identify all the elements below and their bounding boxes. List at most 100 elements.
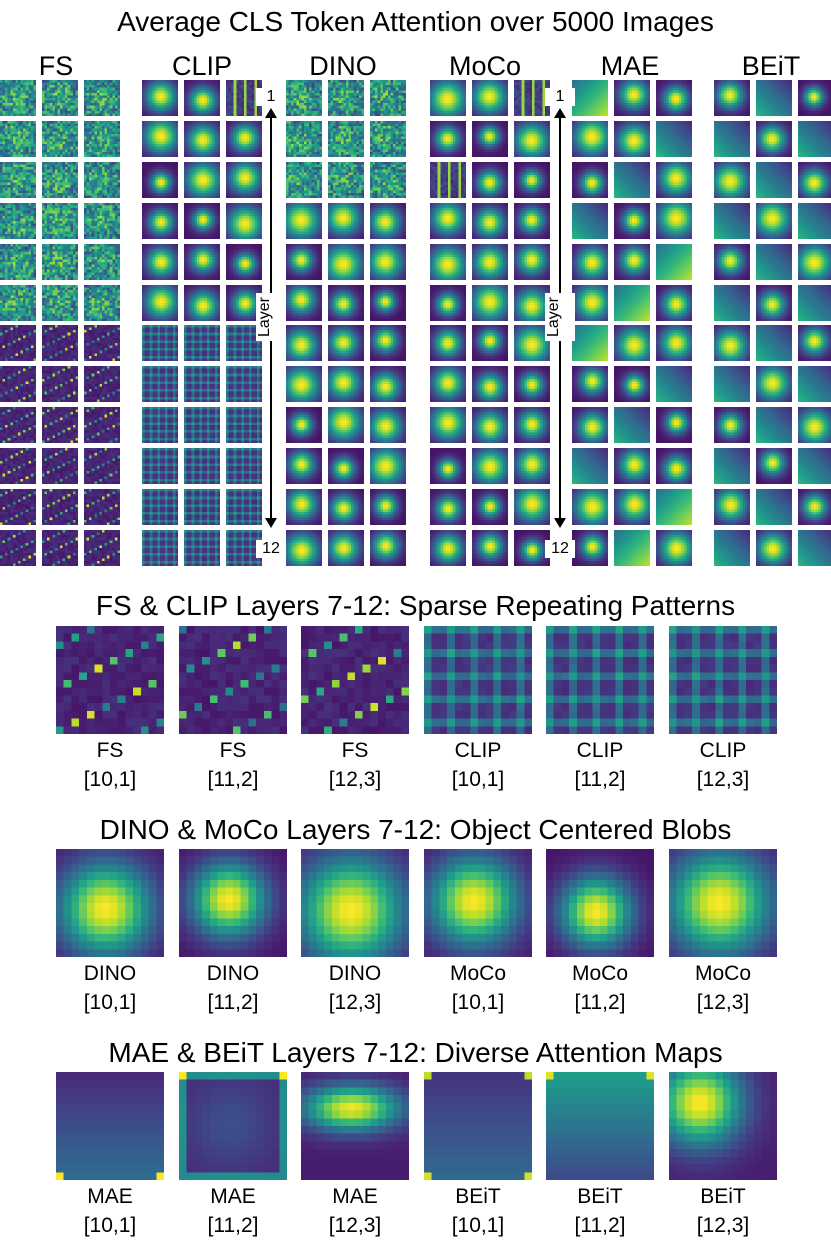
attention-map-thumb bbox=[656, 80, 692, 116]
attention-map-panel bbox=[179, 626, 287, 734]
attention-map-thumb bbox=[798, 325, 831, 362]
attention-map-thumb bbox=[42, 407, 78, 444]
panel-position-caption: [11,2] bbox=[173, 1211, 293, 1240]
attention-map-thumb bbox=[328, 407, 364, 444]
attention-map-thumb bbox=[656, 243, 692, 280]
layer-axis-end: 12 bbox=[256, 540, 286, 558]
attention-map-thumb bbox=[514, 325, 550, 362]
panel-model-caption: MAE bbox=[50, 1182, 170, 1211]
attention-map-thumb bbox=[572, 120, 608, 157]
layer-axis-label: Layer bbox=[545, 293, 575, 342]
attention-map-thumb bbox=[714, 120, 750, 157]
attention-map-thumb bbox=[714, 161, 750, 198]
attention-map-thumb bbox=[756, 80, 792, 116]
attention-map-thumb bbox=[572, 489, 608, 525]
attention-map-thumb bbox=[84, 366, 120, 403]
attention-map-thumb bbox=[614, 161, 650, 198]
attention-map-thumb bbox=[714, 325, 750, 362]
attention-map-panel bbox=[56, 626, 164, 734]
panel-model-caption: DINO bbox=[50, 959, 170, 988]
attention-map-panel bbox=[56, 1072, 164, 1180]
attention-map-thumb bbox=[226, 161, 262, 198]
attention-map-thumb bbox=[328, 325, 364, 362]
panel-position-caption: [11,2] bbox=[173, 988, 293, 1017]
attention-map-thumb bbox=[714, 407, 750, 444]
attention-map-panel bbox=[301, 626, 409, 734]
layer-axis-end: 12 bbox=[545, 540, 575, 558]
attention-map-thumb bbox=[656, 284, 692, 321]
panel-model-caption: DINO bbox=[295, 959, 415, 988]
attention-map-thumb bbox=[286, 489, 322, 525]
attention-map-thumb bbox=[514, 407, 550, 444]
attention-map-thumb bbox=[756, 407, 792, 444]
attention-map-thumb bbox=[0, 366, 36, 403]
panel-position-caption: [12,3] bbox=[663, 765, 783, 794]
attention-map-panel bbox=[424, 849, 532, 957]
attention-map-thumb bbox=[798, 489, 831, 525]
attention-map-thumb bbox=[184, 325, 220, 362]
attention-map-thumb bbox=[226, 202, 262, 239]
panel-model-caption: FS bbox=[295, 736, 415, 765]
attention-map-thumb bbox=[184, 489, 220, 525]
attention-map-thumb bbox=[0, 284, 36, 321]
attention-map-thumb bbox=[84, 80, 120, 116]
section-title: MAE & BEiT Layers 7-12: Diverse Attentio… bbox=[0, 1037, 831, 1069]
attention-map-thumb bbox=[472, 407, 508, 444]
panel-model-caption: BEiT bbox=[663, 1182, 783, 1211]
attention-map-thumb bbox=[798, 366, 831, 403]
attention-map-thumb bbox=[370, 529, 406, 566]
attention-map-thumb bbox=[798, 448, 831, 485]
panel-model-caption: FS bbox=[173, 736, 293, 765]
attention-map-thumb bbox=[714, 529, 750, 566]
attention-map-thumb bbox=[472, 489, 508, 525]
attention-map-thumb bbox=[472, 529, 508, 566]
panel-row: FS [10,1] FS [11,2] FS [12,3] CLIP [10,1] CLIP [1… bbox=[0, 626, 831, 796]
attention-map-thumb bbox=[0, 80, 36, 116]
attention-map-thumb bbox=[756, 448, 792, 485]
layer-axis-left: 1 Layer 12 bbox=[256, 88, 286, 558]
attention-map-thumb bbox=[370, 80, 406, 116]
attention-map-thumb bbox=[430, 243, 466, 280]
attention-map-thumb bbox=[370, 243, 406, 280]
attention-map-thumb bbox=[142, 80, 178, 116]
attention-map-thumb bbox=[614, 80, 650, 116]
attention-map-thumb bbox=[656, 489, 692, 525]
attention-map-thumb bbox=[286, 407, 322, 444]
attention-map-thumb bbox=[614, 448, 650, 485]
attention-map-thumb bbox=[328, 366, 364, 403]
attention-map-thumb bbox=[84, 407, 120, 444]
panel-model-caption: CLIP bbox=[418, 736, 538, 765]
attention-map-thumb bbox=[142, 243, 178, 280]
attention-map-thumb bbox=[286, 448, 322, 485]
attention-map-thumb bbox=[756, 120, 792, 157]
attention-map-thumb bbox=[572, 366, 608, 403]
attention-map-thumb bbox=[798, 529, 831, 566]
attention-map-thumb bbox=[42, 529, 78, 566]
attention-map-thumb bbox=[226, 325, 262, 362]
section-title: DINO & MoCo Layers 7-12: Object Centered… bbox=[0, 814, 831, 846]
attention-map-thumb bbox=[370, 489, 406, 525]
layer-axis-right: 1 Layer 12 bbox=[545, 88, 575, 558]
attention-map-thumb bbox=[614, 284, 650, 321]
attention-map-thumb bbox=[656, 366, 692, 403]
attention-map-thumb bbox=[756, 284, 792, 321]
attention-map-thumb bbox=[370, 120, 406, 157]
attention-map-thumb bbox=[286, 529, 322, 566]
attention-map-thumb bbox=[756, 366, 792, 403]
attention-map-panel bbox=[56, 849, 164, 957]
attention-map-thumb bbox=[472, 80, 508, 116]
attention-map-thumb bbox=[84, 325, 120, 362]
attention-map-thumb bbox=[226, 120, 262, 157]
attention-map-thumb bbox=[42, 243, 78, 280]
attention-map-thumb bbox=[714, 366, 750, 403]
attention-map-thumb bbox=[514, 202, 550, 239]
attention-map-thumb bbox=[572, 448, 608, 485]
attention-map-thumb bbox=[756, 325, 792, 362]
attention-map-thumb bbox=[42, 284, 78, 321]
attention-map-thumb bbox=[430, 529, 466, 566]
attention-map-thumb bbox=[370, 325, 406, 362]
attention-map-thumb bbox=[142, 448, 178, 485]
attention-map-panel bbox=[669, 626, 777, 734]
attention-map-thumb bbox=[656, 529, 692, 566]
layer-axis-start: 1 bbox=[256, 88, 286, 106]
